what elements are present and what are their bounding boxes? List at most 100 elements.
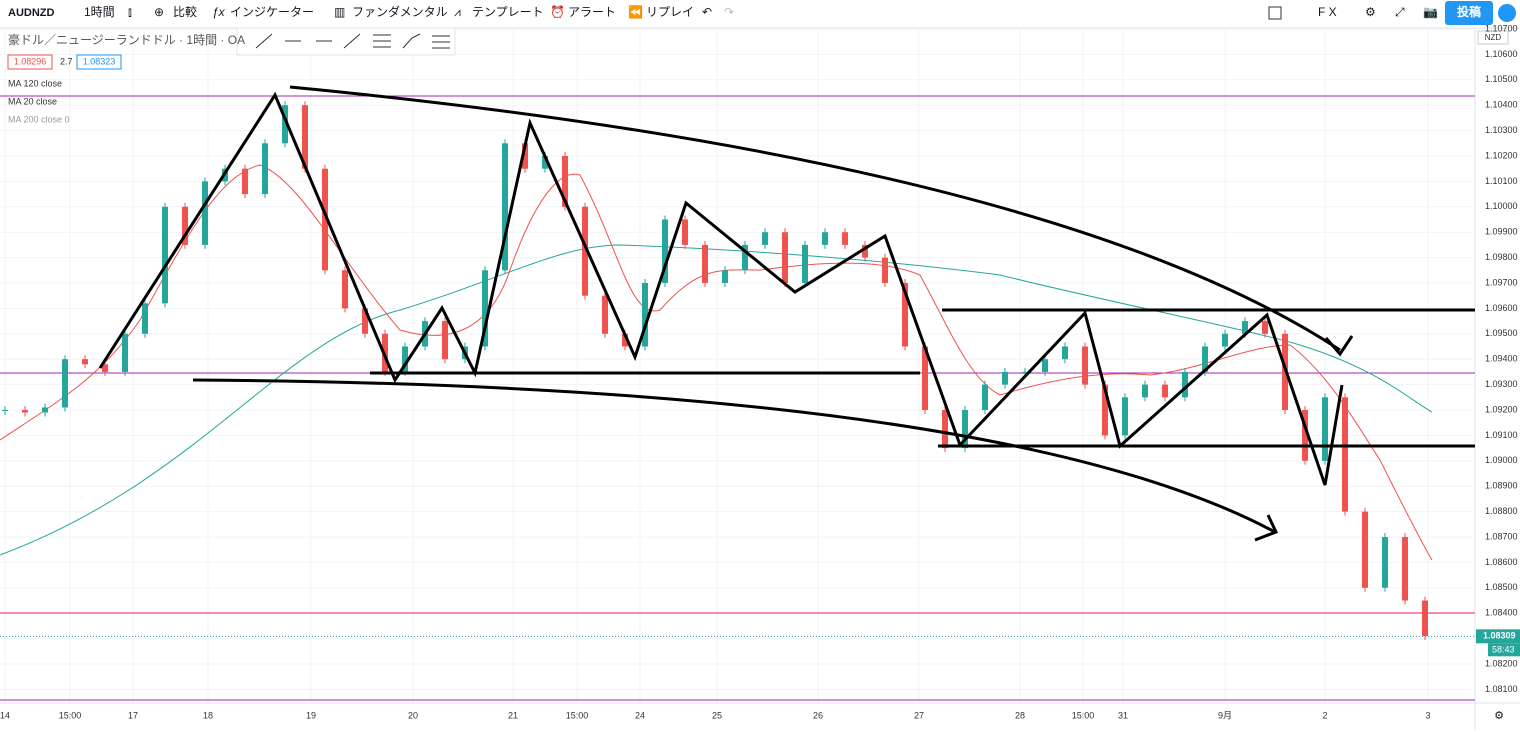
- candle: [762, 232, 768, 245]
- play-button[interactable]: [1498, 4, 1516, 22]
- candle: [1222, 333, 1228, 347]
- price-label: 1.10600: [1485, 49, 1518, 59]
- price-label: 1.09500: [1485, 328, 1518, 338]
- price-label: 1.10400: [1485, 100, 1518, 110]
- settings-icon[interactable]: ⚙: [1365, 5, 1376, 19]
- candle: [102, 364, 108, 372]
- candle: [822, 232, 828, 245]
- interval[interactable]: 1時間: [84, 5, 115, 19]
- publish-label[interactable]: 投稿: [1457, 4, 1481, 19]
- price-label: 1.09000: [1485, 455, 1518, 465]
- candle: [1122, 397, 1128, 436]
- candle: [1382, 537, 1388, 588]
- replay[interactable]: リプレイ: [646, 5, 694, 19]
- candle: [1422, 600, 1428, 637]
- price-label: 1.08400: [1485, 608, 1518, 618]
- market[interactable]: F X: [1318, 5, 1337, 19]
- candle: [722, 270, 728, 283]
- camera-icon[interactable]: 📷: [1423, 5, 1438, 19]
- candle: [1202, 346, 1208, 372]
- drawings: [98, 85, 1475, 542]
- price-label: 1.08200: [1485, 658, 1518, 668]
- price-label: 1.09600: [1485, 303, 1518, 313]
- compare[interactable]: 比較: [173, 4, 197, 19]
- indicators[interactable]: インジケーター: [230, 5, 314, 19]
- time-label: 19: [306, 710, 316, 720]
- price-label: 1.09700: [1485, 277, 1518, 287]
- candle: [1302, 410, 1308, 461]
- expand-icon[interactable]: ⤢: [1394, 5, 1405, 19]
- candle: [42, 407, 48, 413]
- price-label: 1.09100: [1485, 430, 1518, 440]
- time-label: 31: [1118, 710, 1128, 720]
- ask[interactable]: 1.08323: [83, 56, 116, 66]
- fundamentals[interactable]: ファンダメンタル: [352, 4, 448, 19]
- time-label: 21: [508, 710, 518, 720]
- price-label: 1.10200: [1485, 150, 1518, 160]
- candle: [2, 410, 8, 411]
- replay-icon[interactable]: ⏪: [628, 5, 643, 19]
- candle: [202, 181, 208, 245]
- candle: [1042, 359, 1048, 372]
- template-icon[interactable]: ⩘: [454, 5, 461, 19]
- candle: [322, 168, 328, 271]
- time-label: 18: [203, 710, 213, 720]
- candle: [1182, 371, 1188, 398]
- candle-icon[interactable]: ⫾: [128, 5, 132, 19]
- price-label: 1.10500: [1485, 74, 1518, 84]
- time-label: 15:00: [1072, 710, 1095, 720]
- last-price-box: [1476, 629, 1520, 644]
- candle: [642, 283, 648, 347]
- time-label: 9月: [1218, 710, 1232, 720]
- compare-icon[interactable]: ⊕: [154, 5, 164, 19]
- price-label: 1.10700: [1485, 23, 1518, 33]
- price-label: 1.09900: [1485, 227, 1518, 237]
- fx-icon[interactable]: ƒx: [212, 5, 226, 19]
- candle: [482, 270, 488, 347]
- time-label: 14: [0, 710, 10, 720]
- publish-button[interactable]: [1445, 1, 1493, 25]
- candle: [842, 232, 848, 245]
- candle: [1322, 397, 1328, 461]
- candle: [782, 232, 788, 283]
- candle: [342, 270, 348, 309]
- study: MA 200 close 0: [8, 114, 70, 124]
- candle: [362, 308, 368, 334]
- alert-icon[interactable]: ⏰: [550, 4, 565, 19]
- time-label: 27: [914, 710, 924, 720]
- candle: [182, 206, 188, 245]
- fullscreen-box[interactable]: [1268, 6, 1282, 20]
- time-label: 25: [712, 710, 722, 720]
- symbol[interactable]: AUDNZD: [8, 7, 54, 19]
- drawing-tools[interactable]: [255, 33, 450, 49]
- price-label: 1.08900: [1485, 481, 1518, 491]
- candle: [562, 156, 568, 207]
- currency-box: [1477, 30, 1509, 45]
- price-label: 1.09300: [1485, 379, 1518, 389]
- countdown: 58:43: [1492, 645, 1515, 655]
- price-label: 1.08700: [1485, 531, 1518, 541]
- bar-icon[interactable]: ▥: [334, 5, 345, 19]
- price-label: 1.08500: [1485, 582, 1518, 592]
- bid-box[interactable]: [7, 54, 53, 70]
- candle: [542, 156, 548, 169]
- candle: [1002, 371, 1008, 385]
- ask-box[interactable]: [76, 54, 122, 70]
- axis-settings[interactable]: ⚙: [1494, 710, 1504, 722]
- candle: [1082, 346, 1088, 385]
- candle: [922, 346, 928, 410]
- redo[interactable]: ↷: [724, 5, 734, 19]
- candle: [82, 359, 88, 365]
- candle: [162, 206, 168, 304]
- templates[interactable]: テンプレート: [472, 5, 544, 19]
- candle: [1362, 511, 1368, 588]
- bid[interactable]: 1.08296: [14, 56, 47, 66]
- undo[interactable]: ↶: [702, 5, 712, 19]
- price-label: 1.08800: [1485, 506, 1518, 516]
- candle: [962, 410, 968, 449]
- candle: [882, 257, 888, 283]
- candle: [22, 410, 28, 413]
- candle: [742, 244, 748, 271]
- candle: [402, 346, 408, 372]
- alert[interactable]: アラート: [568, 5, 616, 19]
